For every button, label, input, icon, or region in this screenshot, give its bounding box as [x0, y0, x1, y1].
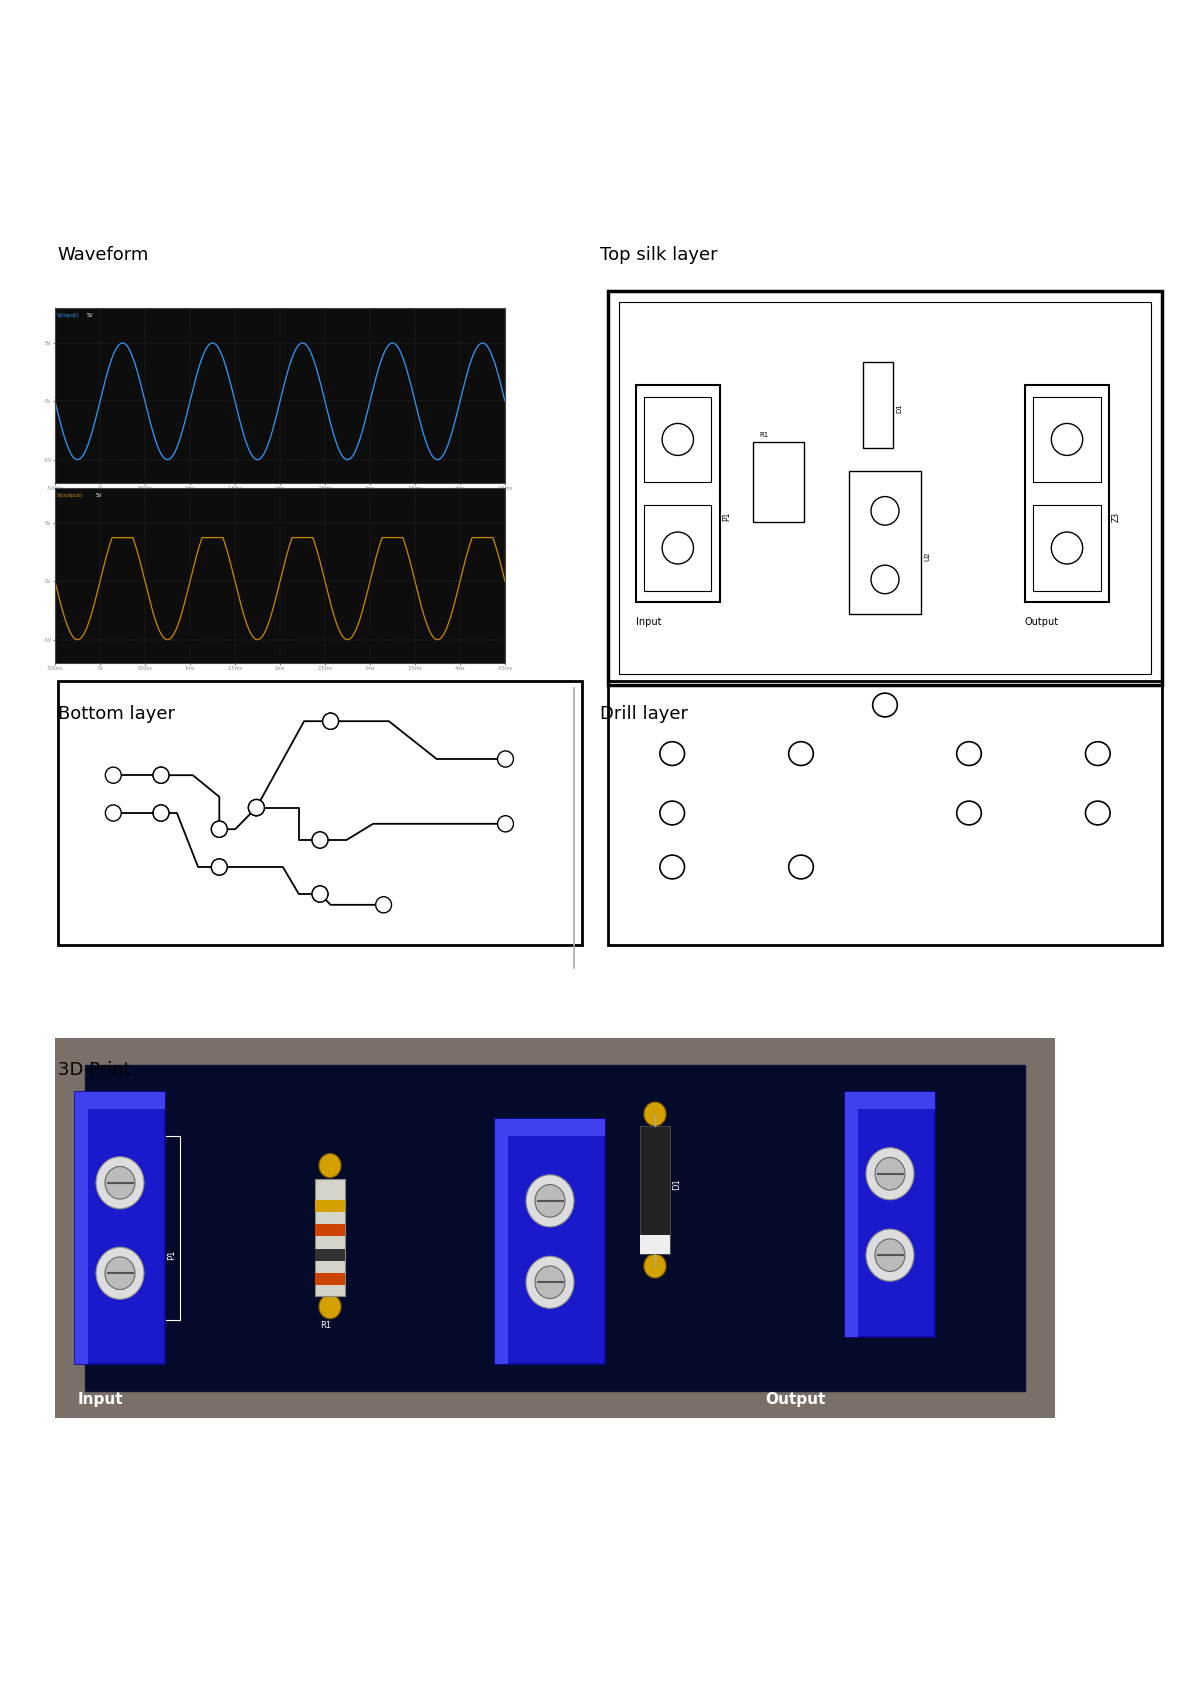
- Circle shape: [1086, 801, 1110, 825]
- Bar: [1033, 504, 1100, 591]
- Bar: [74, 1092, 166, 1363]
- Bar: [74, 1092, 166, 1109]
- Bar: [845, 1092, 858, 1336]
- Circle shape: [96, 1246, 144, 1299]
- Text: V(input): V(input): [58, 312, 79, 318]
- Circle shape: [1086, 742, 1110, 766]
- Bar: [754, 441, 804, 523]
- Circle shape: [956, 742, 982, 766]
- Text: R1: R1: [320, 1321, 331, 1331]
- Circle shape: [96, 1156, 144, 1209]
- Circle shape: [526, 1175, 574, 1228]
- Text: Input: Input: [636, 616, 661, 627]
- Circle shape: [956, 801, 982, 825]
- Bar: [496, 1119, 508, 1363]
- Circle shape: [644, 1102, 666, 1126]
- Text: 5V: 5V: [86, 312, 94, 318]
- Bar: [644, 504, 712, 591]
- Bar: [863, 362, 893, 448]
- Bar: [314, 1224, 346, 1236]
- Circle shape: [498, 815, 514, 832]
- Bar: [314, 1248, 346, 1260]
- Circle shape: [660, 856, 684, 880]
- Bar: [85, 1065, 1025, 1391]
- Circle shape: [211, 822, 227, 837]
- Circle shape: [211, 859, 227, 874]
- Bar: [74, 1092, 88, 1363]
- Circle shape: [312, 832, 328, 847]
- Circle shape: [660, 742, 684, 766]
- Text: D1: D1: [672, 1178, 682, 1190]
- Text: 5V: 5V: [96, 492, 102, 498]
- Circle shape: [154, 767, 169, 783]
- Text: Z3: Z3: [1111, 511, 1121, 521]
- Bar: [496, 1119, 605, 1136]
- Circle shape: [788, 856, 814, 880]
- Bar: [1033, 397, 1100, 482]
- Text: Output: Output: [1025, 616, 1060, 627]
- Circle shape: [535, 1267, 565, 1299]
- Text: Drill layer: Drill layer: [600, 705, 688, 723]
- Circle shape: [526, 1257, 574, 1309]
- Text: P1: P1: [722, 511, 732, 521]
- Bar: [314, 1200, 346, 1212]
- Text: V(output): V(output): [58, 492, 83, 498]
- Circle shape: [376, 897, 391, 914]
- Circle shape: [154, 805, 169, 822]
- Bar: [640, 1234, 670, 1255]
- Circle shape: [106, 767, 121, 783]
- Bar: [314, 1178, 346, 1296]
- Circle shape: [211, 859, 227, 874]
- Bar: [644, 397, 712, 482]
- Text: 3D Print: 3D Print: [58, 1061, 131, 1080]
- Circle shape: [866, 1229, 914, 1282]
- Bar: [1025, 385, 1109, 603]
- Circle shape: [106, 1257, 134, 1289]
- Circle shape: [535, 1185, 565, 1217]
- Circle shape: [866, 1148, 914, 1200]
- Text: Top silk layer: Top silk layer: [600, 246, 718, 265]
- Circle shape: [323, 713, 338, 730]
- Text: Bottom layer: Bottom layer: [58, 705, 175, 723]
- Text: Input: Input: [78, 1392, 124, 1408]
- Circle shape: [248, 800, 264, 815]
- Bar: [496, 1119, 605, 1363]
- Bar: [845, 1092, 935, 1109]
- Circle shape: [872, 693, 898, 717]
- Circle shape: [644, 1255, 666, 1279]
- Circle shape: [319, 1296, 341, 1319]
- Circle shape: [875, 1240, 905, 1272]
- Text: R1: R1: [760, 431, 768, 438]
- Bar: [314, 1274, 346, 1285]
- Text: Output: Output: [766, 1392, 826, 1408]
- Text: D1: D1: [896, 402, 902, 413]
- Circle shape: [323, 713, 338, 730]
- Text: Waveform: Waveform: [58, 246, 149, 265]
- Circle shape: [154, 805, 169, 822]
- Circle shape: [106, 805, 121, 822]
- Bar: [845, 1092, 935, 1336]
- Bar: [636, 385, 720, 603]
- Circle shape: [211, 822, 227, 837]
- Bar: [640, 1126, 670, 1255]
- Circle shape: [875, 1158, 905, 1190]
- Circle shape: [248, 800, 264, 815]
- Circle shape: [498, 751, 514, 767]
- Circle shape: [788, 742, 814, 766]
- Circle shape: [312, 886, 328, 902]
- Circle shape: [312, 832, 328, 847]
- Circle shape: [248, 800, 264, 815]
- Circle shape: [660, 801, 684, 825]
- Text: P1: P1: [168, 1250, 176, 1260]
- Text: U2: U2: [924, 552, 930, 562]
- Circle shape: [319, 1153, 341, 1177]
- Circle shape: [106, 1167, 134, 1199]
- Circle shape: [312, 886, 328, 902]
- Bar: [848, 470, 922, 613]
- Circle shape: [154, 767, 169, 783]
